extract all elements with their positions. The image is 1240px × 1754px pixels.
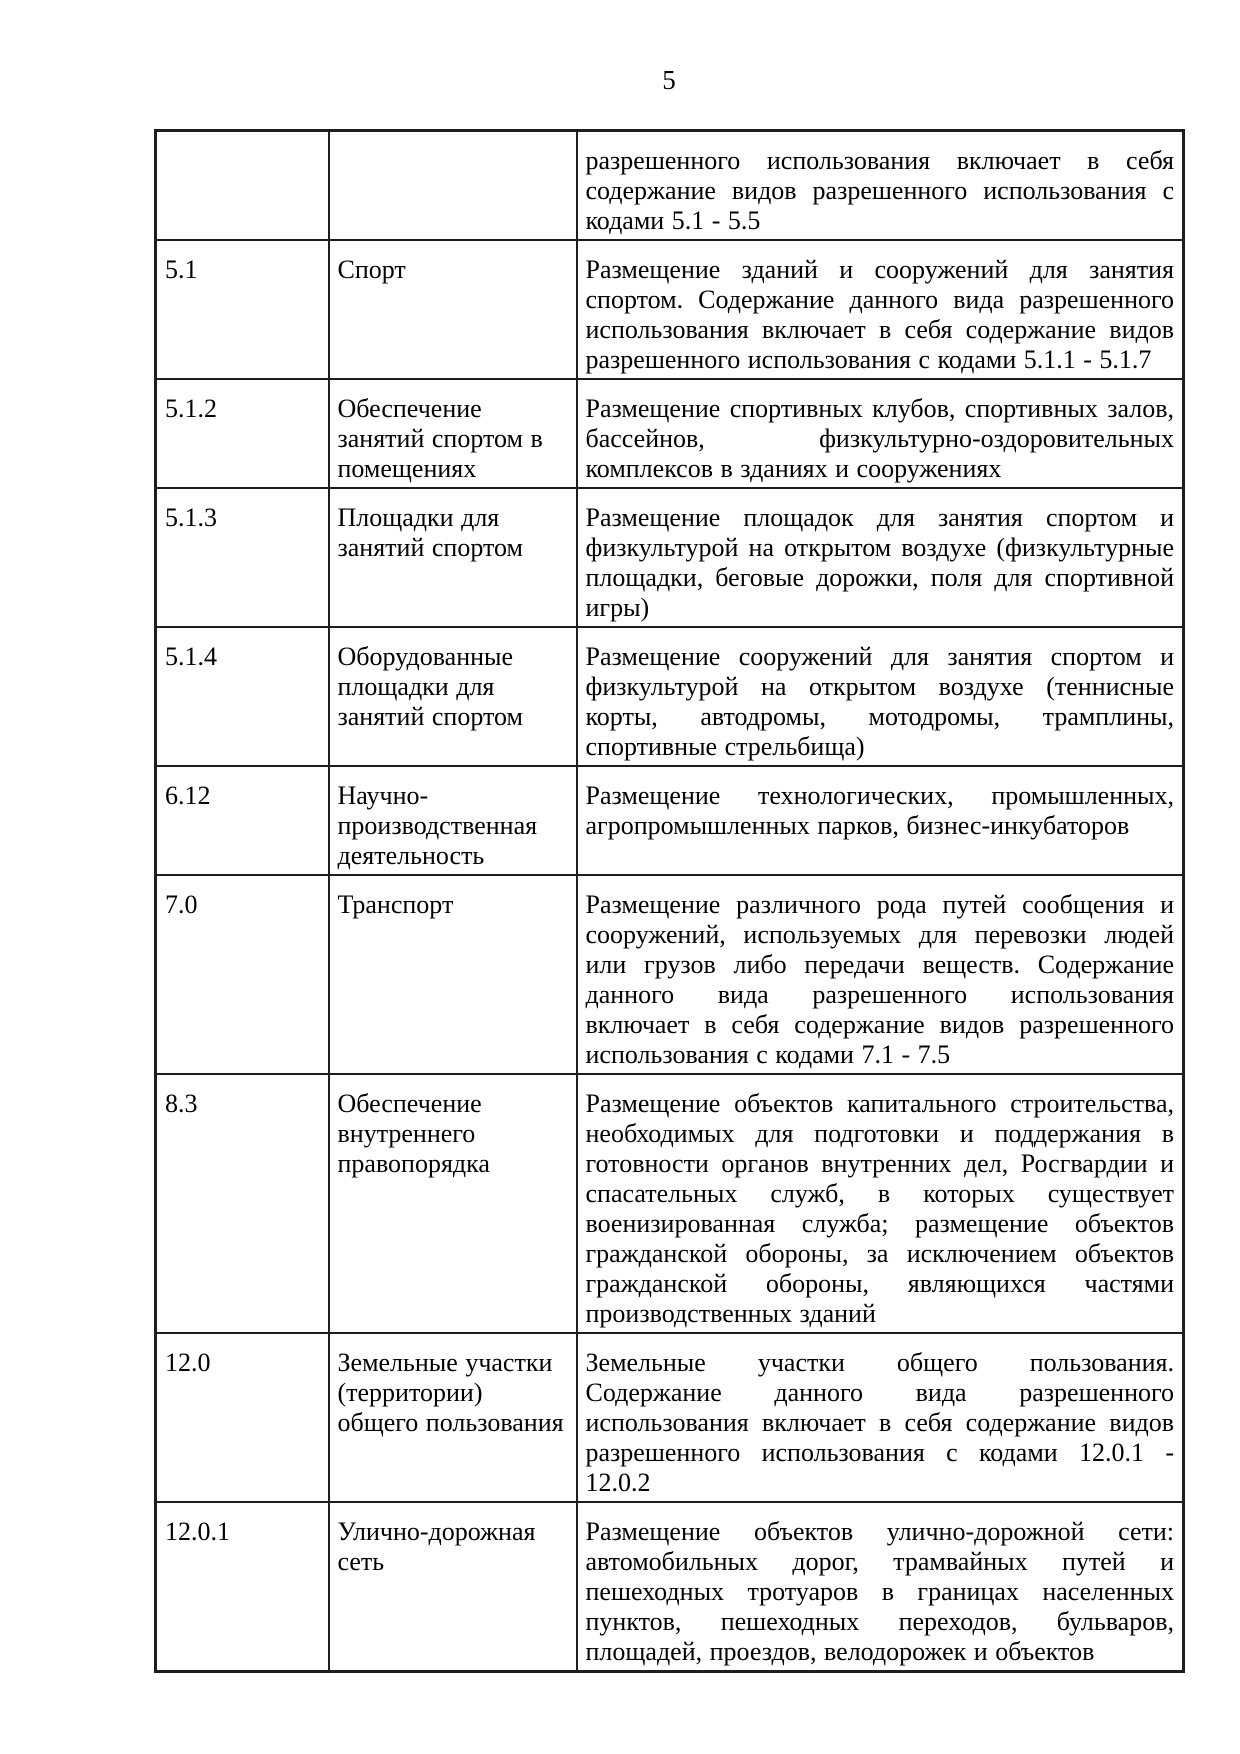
cell-description: Земельные участки общего пользования. Со… <box>575 1332 1185 1503</box>
land-use-table-row: 5.1.2 Обеспечение занятий спортом в поме… <box>154 378 1185 489</box>
land-use-table-row: 6.12 Научно-производственная деятельност… <box>154 765 1185 876</box>
cell-name: Спорт <box>327 239 578 380</box>
cell-description: Размещение площадок для занятия спортом … <box>575 487 1185 628</box>
cell-name: Обеспечение занятий спортом в помещениях <box>327 378 578 489</box>
land-use-table-row: 12.0 Земельные участки (территории) обще… <box>154 1332 1185 1503</box>
cell-description: Размещение объектов улично-дорожной сети… <box>575 1501 1185 1673</box>
land-use-table-row: 5.1.3 Площадки для занятий спортом Разме… <box>154 487 1185 628</box>
cell-name: Земельные участки (территории) общего по… <box>327 1332 578 1503</box>
page-number: 5 <box>662 65 676 95</box>
land-use-table-row: 5.1.4 Оборудованные площадки для занятий… <box>154 626 1185 767</box>
land-use-table-row: 7.0 Транспорт Размещение различного рода… <box>154 874 1185 1075</box>
land-use-table: разрешенного использования включает в се… <box>154 129 1185 1673</box>
land-use-table-row: 8.3 Обеспечение внутреннего правопорядка… <box>154 1073 1185 1334</box>
cell-code: 5.1.4 <box>154 626 330 767</box>
cell-description: Размещение технологических, промышленных… <box>575 765 1185 876</box>
cell-description: Размещение объектов капитального строите… <box>575 1073 1185 1334</box>
cell-name: Транспорт <box>327 874 578 1075</box>
cell-code: 5.1 <box>154 239 330 380</box>
cell-code <box>154 129 330 241</box>
cell-code: 12.0.1 <box>154 1501 330 1673</box>
cell-name: Улично-дорожная сеть <box>327 1501 578 1673</box>
land-use-table-row: разрешенного использования включает в се… <box>154 129 1185 241</box>
cell-code: 5.1.2 <box>154 378 330 489</box>
cell-description: Размещение спортивных клубов, спортивных… <box>575 378 1185 489</box>
cell-name: Научно-производственная деятельность <box>327 765 578 876</box>
cell-code: 12.0 <box>154 1332 330 1503</box>
land-use-table-row: 12.0.1 Улично-дорожная сеть Размещение о… <box>154 1501 1185 1673</box>
cell-description: Размещение различного рода путей сообщен… <box>575 874 1185 1075</box>
cell-code: 8.3 <box>154 1073 330 1334</box>
cell-name <box>327 129 578 241</box>
cell-code: 6.12 <box>154 765 330 876</box>
cell-name: Обеспечение внутреннего правопорядка <box>327 1073 578 1334</box>
land-use-table-body: разрешенного использования включает в се… <box>154 129 1185 1673</box>
cell-code: 7.0 <box>154 874 330 1075</box>
cell-description: Размещение сооружений для занятия спорто… <box>575 626 1185 767</box>
cell-name: Оборудованные площадки для занятий спорт… <box>327 626 578 767</box>
cell-description: разрешенного использования включает в се… <box>575 129 1185 241</box>
land-use-table-row: 5.1 Спорт Размещение зданий и сооружений… <box>154 239 1185 380</box>
cell-name: Площадки для занятий спортом <box>327 487 578 628</box>
cell-code: 5.1.3 <box>154 487 330 628</box>
cell-description: Размещение зданий и сооружений для занят… <box>575 239 1185 380</box>
